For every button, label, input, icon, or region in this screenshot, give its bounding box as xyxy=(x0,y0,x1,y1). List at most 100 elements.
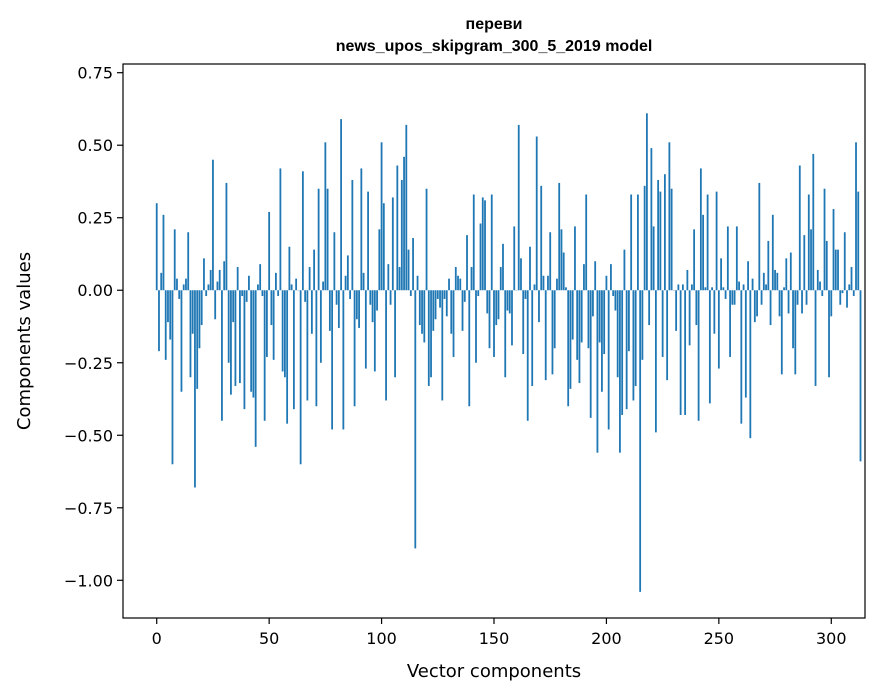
bar-128 xyxy=(443,290,446,299)
bar-118 xyxy=(421,290,423,334)
bar-113 xyxy=(409,290,412,297)
bar-98 xyxy=(376,290,378,311)
bar-204 xyxy=(614,290,617,311)
bar-76 xyxy=(326,188,329,291)
bar-61 xyxy=(292,290,295,410)
bar-174 xyxy=(547,275,549,291)
bar-307 xyxy=(846,290,848,308)
bar-85 xyxy=(346,255,349,291)
bar-238 xyxy=(690,284,693,291)
bar-236 xyxy=(686,269,689,291)
bar-155 xyxy=(504,290,507,378)
bar-39 xyxy=(243,290,246,410)
bar-208 xyxy=(623,249,626,291)
bar-279 xyxy=(783,287,785,291)
bar-295 xyxy=(819,281,821,291)
bar-134 xyxy=(457,275,459,291)
x-axis: 0 50 100 150 200 250 300 xyxy=(152,618,847,648)
bar-297 xyxy=(823,188,826,291)
bar-110 xyxy=(403,156,405,291)
bar-57 xyxy=(283,290,286,378)
bar-257 xyxy=(733,290,736,305)
bar-82 xyxy=(340,119,342,291)
bar-294 xyxy=(816,269,819,291)
bar-188 xyxy=(578,290,581,384)
bar-248 xyxy=(713,290,716,334)
bar-309 xyxy=(850,267,853,291)
bar-278 xyxy=(780,290,783,375)
bar-241 xyxy=(697,290,700,421)
y-tick-label: 0.50 xyxy=(77,136,113,155)
bar-250 xyxy=(717,290,720,369)
x-tick-label: 150 xyxy=(479,629,510,648)
bar-101 xyxy=(382,203,385,291)
bar-179 xyxy=(558,182,561,291)
bar-186 xyxy=(574,226,576,291)
y-tick-label: 0.75 xyxy=(77,64,113,83)
bar-11 xyxy=(180,290,183,392)
bar-167 xyxy=(531,290,534,386)
bar-12 xyxy=(182,284,185,291)
bar-202 xyxy=(610,264,612,291)
bar-96 xyxy=(371,290,374,323)
bar-289 xyxy=(805,290,808,305)
bar-21 xyxy=(203,258,205,291)
bar-196 xyxy=(596,290,599,453)
chart-title-line1: переви xyxy=(466,16,523,33)
bar-145 xyxy=(481,197,484,291)
bar-249 xyxy=(715,191,718,291)
bar-79 xyxy=(333,232,336,291)
bar-195 xyxy=(594,261,597,291)
bar-7 xyxy=(171,290,174,465)
bar-240 xyxy=(695,290,698,326)
y-tick-label: −1.00 xyxy=(64,571,113,590)
bar-16 xyxy=(191,290,194,334)
bar-136 xyxy=(461,290,464,331)
bar-304 xyxy=(839,290,842,305)
bar-27 xyxy=(216,281,219,291)
bar-161 xyxy=(517,124,520,291)
bar-158 xyxy=(511,290,513,346)
bar-83 xyxy=(342,290,345,430)
bar-153 xyxy=(499,267,502,291)
bar-269 xyxy=(760,290,763,305)
bar-303 xyxy=(837,249,839,291)
bar-226 xyxy=(663,174,666,291)
bar-221 xyxy=(652,226,655,291)
bar-133 xyxy=(454,267,457,291)
bar-93 xyxy=(364,290,367,369)
bar-192 xyxy=(587,290,590,349)
bar-148 xyxy=(488,290,491,349)
bar-219 xyxy=(648,290,651,326)
bar-24 xyxy=(209,269,212,291)
bar-187 xyxy=(576,290,579,360)
bar-306 xyxy=(843,232,846,291)
bar-10 xyxy=(178,290,181,299)
x-axis-label: Vector components xyxy=(407,661,581,682)
bar-114 xyxy=(412,238,414,291)
bar-30 xyxy=(223,261,226,291)
bar-104 xyxy=(389,290,392,305)
bar-184 xyxy=(569,290,572,389)
bar-71 xyxy=(315,290,318,407)
bar-207 xyxy=(621,290,624,415)
bar-22 xyxy=(205,290,208,297)
bar-275 xyxy=(774,269,776,291)
chart-title-line2: news_upos_skipgram_300_5_2019 model xyxy=(336,38,653,55)
bar-237 xyxy=(688,290,691,346)
bar-277 xyxy=(778,290,781,317)
bar-286 xyxy=(798,165,801,291)
bar-256 xyxy=(731,290,734,305)
bar-129 xyxy=(445,290,448,317)
bar-41 xyxy=(248,275,250,291)
bar-9 xyxy=(176,278,178,291)
bar-112 xyxy=(407,249,410,291)
bar-75 xyxy=(324,142,327,291)
bar-251 xyxy=(720,258,722,291)
bar-18 xyxy=(196,290,199,389)
bar-139 xyxy=(468,290,471,407)
y-tick-label: 0.25 xyxy=(77,209,113,228)
bar-247 xyxy=(711,287,713,291)
bar-231 xyxy=(675,290,678,331)
